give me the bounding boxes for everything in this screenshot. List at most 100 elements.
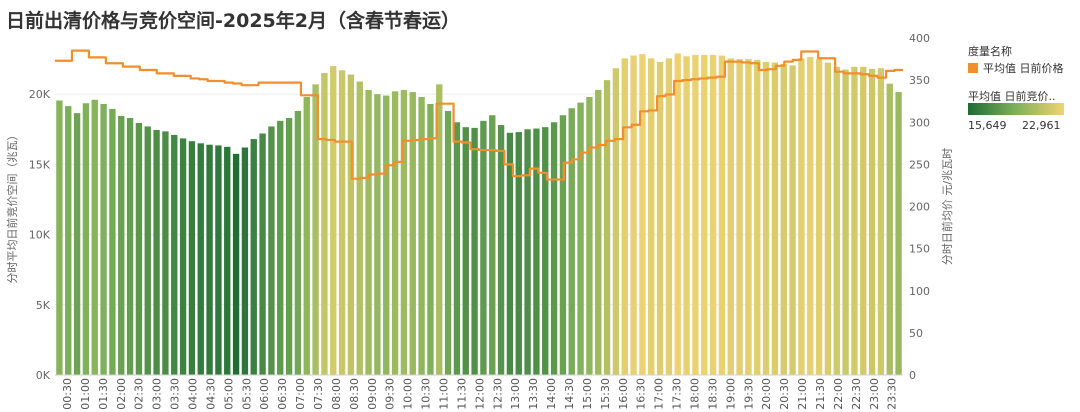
x-tick-label: 19:30 <box>742 378 755 410</box>
y-right-tick-label: 250 <box>909 158 930 171</box>
bar <box>347 74 355 375</box>
y-left-tick-label: 5K <box>36 299 51 312</box>
bar <box>533 128 540 375</box>
y-left-axis-title: 分时平均日前竞价空间（兆瓦） <box>5 130 19 284</box>
bar <box>56 100 63 376</box>
legend-line-swatch <box>968 63 978 73</box>
bar <box>232 153 240 375</box>
bar <box>851 66 858 375</box>
x-tick-label: 06:00 <box>258 378 271 410</box>
bar <box>648 58 655 376</box>
bar <box>630 55 637 376</box>
bar <box>241 147 249 375</box>
x-tick-label: 15:30 <box>599 378 612 410</box>
x-tick-label: 07:00 <box>294 378 307 410</box>
bar <box>179 138 187 375</box>
bar <box>391 91 399 376</box>
bar <box>480 120 487 375</box>
chart-title: 日前出清价格与竞价空间-2025年2月（含春节春运） <box>6 10 460 32</box>
bar <box>215 145 222 375</box>
bar <box>365 89 372 375</box>
x-tick-label: 08:30 <box>348 378 361 410</box>
bar <box>603 80 611 376</box>
bar <box>542 127 549 375</box>
bar <box>294 111 302 376</box>
bar <box>73 113 81 376</box>
bar <box>798 58 805 376</box>
bar <box>877 68 885 375</box>
x-tick-label: 13:30 <box>527 378 540 410</box>
bar <box>692 54 699 375</box>
bar <box>109 108 116 375</box>
y-left-tick-label: 10K <box>29 229 51 242</box>
x-tick-label: 05:00 <box>222 378 235 410</box>
bar <box>612 68 620 375</box>
bar <box>383 95 390 375</box>
x-tick-label: 22:00 <box>832 378 845 410</box>
bar <box>409 92 416 375</box>
bar <box>586 96 593 375</box>
bar <box>683 56 690 375</box>
bar <box>400 89 408 375</box>
bar <box>338 70 346 376</box>
bar <box>171 134 178 375</box>
bar <box>153 129 160 375</box>
bar <box>895 92 902 375</box>
y-right-tick-label: 200 <box>909 201 930 214</box>
y-right-tick-label: 300 <box>909 116 930 129</box>
x-tick-label: 01:30 <box>97 378 110 410</box>
x-tick-label: 01:00 <box>79 378 92 410</box>
bar <box>100 104 107 375</box>
x-tick-label: 10:00 <box>402 378 415 410</box>
legend-line-entry[interactable]: 平均值 日前价格 <box>968 60 1064 76</box>
bar <box>268 126 275 376</box>
x-tick-label: 17:30 <box>671 378 684 410</box>
bar <box>674 53 681 375</box>
bar <box>224 146 231 375</box>
legend-gradient-title: 平均值 日前竞价.. <box>968 90 1056 103</box>
x-tick-label: 14:30 <box>563 378 576 410</box>
y-right-tick-label: 400 <box>909 32 930 45</box>
bar <box>506 132 514 375</box>
bar <box>639 54 646 376</box>
bar <box>418 96 425 375</box>
bar <box>762 61 770 376</box>
bar <box>860 66 867 375</box>
bar <box>701 54 708 375</box>
bar <box>250 139 257 375</box>
x-tick-label: 22:30 <box>850 378 863 410</box>
x-tick-label: 02:00 <box>115 378 128 410</box>
bar <box>285 118 293 375</box>
y-right-tick-label: 50 <box>909 327 923 340</box>
bar <box>727 58 734 376</box>
x-tick-label: 13:00 <box>509 378 522 410</box>
bar <box>489 115 496 375</box>
x-tick-label: 04:30 <box>204 378 217 410</box>
bar-series <box>56 53 902 376</box>
bar <box>312 84 319 375</box>
legend-gradient-bar <box>968 103 1064 115</box>
x-tick-label: 23:30 <box>886 378 899 410</box>
y-left-tick-label: 0K <box>36 369 51 382</box>
x-tick-label: 21:00 <box>796 378 809 410</box>
bar <box>771 62 779 375</box>
x-tick-label: 02:30 <box>133 378 146 410</box>
x-tick-label: 07:30 <box>312 378 325 410</box>
bar <box>65 106 72 375</box>
legend-title: 度量名称 <box>968 45 1012 58</box>
price-line-series <box>55 49 903 181</box>
bar <box>374 94 381 376</box>
bar <box>162 131 169 375</box>
x-tick-label: 09:00 <box>366 378 379 410</box>
bar <box>665 58 673 376</box>
bar <box>745 59 752 376</box>
bar <box>515 132 522 375</box>
x-tick-label: 19:00 <box>724 378 737 410</box>
bar <box>833 66 840 375</box>
bar <box>444 111 452 376</box>
bar <box>595 89 602 375</box>
bar <box>462 127 469 375</box>
bar <box>524 129 531 375</box>
bar <box>577 102 584 375</box>
bar <box>471 127 478 376</box>
